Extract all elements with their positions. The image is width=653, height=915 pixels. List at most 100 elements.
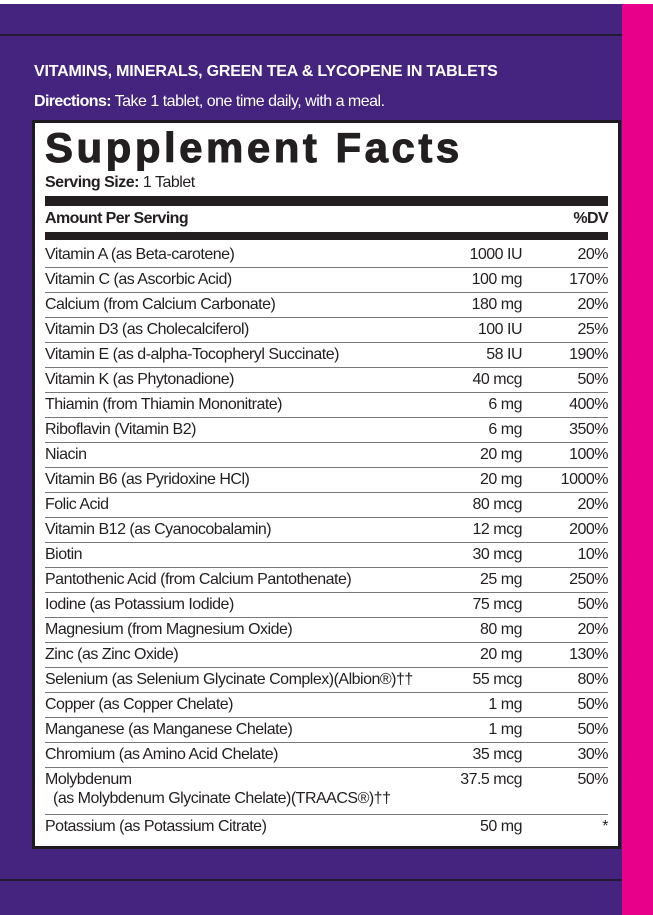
nutrient-amount: 100 mg <box>471 271 523 288</box>
table-row: Folic Acid 80 mcg 20% <box>45 493 608 518</box>
nutrient-dv: 20% <box>577 621 608 638</box>
nutrient-dv: 30% <box>577 746 608 763</box>
nutrient-amount: 1 mg <box>488 696 522 713</box>
table-row: Riboflavin (Vitamin B2) 6 mg 350% <box>45 418 608 443</box>
nutrient-dv: 50% <box>577 696 608 713</box>
nutrient-amount: 58 IU <box>486 346 522 363</box>
nutrient-name: Selenium (as Selenium Glycinate Complex)… <box>45 671 413 688</box>
nutrient-amount: 50 mg <box>480 818 522 835</box>
nutrient-name: Vitamin D3 (as Cholecalciferol) <box>45 321 249 338</box>
nutrient-name: Magnesium (from Magnesium Oxide) <box>45 621 293 638</box>
table-row: Thiamin (from Thiamin Mononitrate) 6 mg 40… <box>45 393 608 418</box>
table-row: Vitamin A (as Beta-carotene) 1000 IU 20% <box>45 243 608 268</box>
nutrient-amount: 75 mcg <box>472 596 523 613</box>
nutrient-amount: 80 mcg <box>472 496 523 513</box>
nutrient-dv: 50% <box>577 771 608 788</box>
nutrient-dv: 130% <box>569 646 608 663</box>
nutrient-dv: 350% <box>569 421 608 438</box>
thick-rule <box>45 196 608 206</box>
nutrient-name: Thiamin (from Thiamin Mononitrate) <box>45 396 283 413</box>
table-row: Vitamin B6 (as Pyridoxine HCl) 20 mg 1000% <box>45 468 609 493</box>
table-row: Niacin 20 mg 100% <box>45 443 608 468</box>
nutrient-name: Folic Acid <box>45 496 109 513</box>
nutrient-name: Vitamin E (as d-alpha-Tocopheryl Succina… <box>45 346 339 363</box>
serving-value: 1 Tablet <box>138 174 195 191</box>
nutrient-amount: 20 mg <box>480 471 522 488</box>
nutrient-amount: 80 mg <box>480 621 522 638</box>
nutrient-name: Niacin <box>45 446 87 463</box>
nutrient-dv: 20% <box>577 496 608 513</box>
supplement-facts-panel: Supplement Facts Serving Size: 1 Tablet … <box>32 120 621 849</box>
product-headline: VITAMINS, MINERALS, GREEN TEA & LYCOPENE… <box>34 63 498 80</box>
nutrient-dv: 400% <box>569 396 608 413</box>
table-row: Biotin 30 mcg 10% <box>45 543 608 568</box>
nutrient-dv: 190% <box>569 346 608 363</box>
nutrient-name: Riboflavin (Vitamin B2) <box>45 421 196 438</box>
table-row: Vitamin D3 (as Cholecalciferol) 100 IU 25% <box>45 318 608 343</box>
table-row: Vitamin B12 (as Cyanocobalamin) 12 mcg 200… <box>45 518 608 543</box>
nutrient-amount: 100 IU <box>477 321 523 338</box>
nutrient-amount: 6 mg <box>488 396 522 413</box>
nutrient-dv: 170% <box>569 271 608 288</box>
nutrient-name: Vitamin C (as Ascorbic Acid) <box>45 271 232 288</box>
serving-size: Serving Size: 1 Tablet <box>45 174 195 192</box>
table-row: Copper (as Copper Chelate) 1 mg 50% <box>45 693 608 718</box>
nutrient-name: Vitamin B6 (as Pyridoxine HCl) <box>45 471 250 488</box>
table-row: Pantothenic Acid (from Calcium Pantothen… <box>45 568 608 593</box>
nutrient-name: Manganese (as Manganese Chelate) <box>45 721 293 738</box>
nutrient-amount: 180 mg <box>471 296 523 313</box>
nutrient-name: Pantothenic Acid (from Calcium Pantothen… <box>45 571 352 588</box>
nutrient-dv: 80% <box>577 671 608 688</box>
nutrient-dv: 100% <box>569 446 608 463</box>
nutrient-dv: 20% <box>577 296 608 313</box>
divider-line <box>0 34 653 36</box>
table-row: Vitamin E (as d-alpha-Tocopheryl Succina… <box>45 343 608 368</box>
nutrient-amount: 6 mg <box>488 421 522 438</box>
nutrient-name: Potassium (as Potassium Citrate) <box>45 818 267 835</box>
nutrient-amount: 1000 IU <box>469 246 522 263</box>
accent-stripe <box>622 4 653 915</box>
nutrient-name: Molybdenum <box>45 771 132 788</box>
panel-title: Supplement Facts <box>45 124 463 172</box>
divider-line <box>0 879 653 881</box>
nutrient-name: Iodine (as Potassium Iodide) <box>45 596 234 613</box>
table-row: Iodine (as Potassium Iodide) 75 mcg 50% <box>45 593 608 618</box>
dv-header: %DV <box>573 210 608 227</box>
nutrient-amount: 1 mg <box>488 721 522 738</box>
nutrient-dv: 50% <box>577 721 608 738</box>
nutrient-amount: 25 mg <box>480 571 522 588</box>
nutrient-amount: 35 mcg <box>472 746 523 763</box>
table-row: Magnesium (from Magnesium Oxide) 80 mg 20% <box>45 618 608 643</box>
table-header: Amount Per Serving %DV <box>45 210 609 228</box>
nutrient-amount: 30 mcg <box>472 546 523 563</box>
nutrient-amount: 12 mcg <box>472 521 523 538</box>
nutrient-name: Biotin <box>45 546 83 563</box>
nutrient-name: Chromium (as Amino Acid Chelate) <box>45 746 278 763</box>
nutrient-dv: 1000% <box>560 471 609 488</box>
nutrient-amount: 20 mg <box>480 446 522 463</box>
nutrient-name: Vitamin A (as Beta-carotene) <box>45 246 235 263</box>
table-row: Zinc (as Zinc Oxide) 20 mg 130% <box>45 643 608 668</box>
nutrient-name: Vitamin K (as Phytonadione) <box>45 371 234 388</box>
directions: Directions: Take 1 tablet, one time dail… <box>34 93 385 111</box>
nutrient-dv: 250% <box>569 571 608 588</box>
table-row: Chromium (as Amino Acid Chelate) 35 mcg 30… <box>45 743 608 768</box>
amount-header: Amount Per Serving <box>45 210 189 227</box>
nutrient-dv: * <box>602 818 608 835</box>
nutrient-dv: 50% <box>577 596 608 613</box>
nutrient-amount: 55 mcg <box>472 671 523 688</box>
serving-label: Serving Size: <box>45 174 139 191</box>
nutrient-amount: 37.5 mcg <box>460 771 522 788</box>
nutrient-dv: 20% <box>577 246 608 263</box>
table-row: Potassium (as Potassium Citrate) 50 mg * <box>45 815 608 840</box>
nutrient-dv: 10% <box>577 546 608 563</box>
nutrient-name: Calcium (from Calcium Carbonate) <box>45 296 276 313</box>
nutrient-name: Copper (as Copper Chelate) <box>45 696 234 713</box>
table-row: Vitamin C (as Ascorbic Acid) 100 mg 170% <box>45 268 608 293</box>
nutrient-amount: 20 mg <box>480 646 522 663</box>
table-row: Vitamin K (as Phytonadione) 40 mcg 50% <box>45 368 608 393</box>
nutrient-table: Vitamin A (as Beta-carotene) 1000 IU 20% Vi… <box>45 243 609 840</box>
nutrient-source: (as Molybdenum Glycinate Chelate)(TRAACS… <box>53 790 391 807</box>
nutrient-dv: 200% <box>569 521 608 538</box>
table-row: Selenium (as Selenium Glycinate Complex)… <box>45 668 608 693</box>
